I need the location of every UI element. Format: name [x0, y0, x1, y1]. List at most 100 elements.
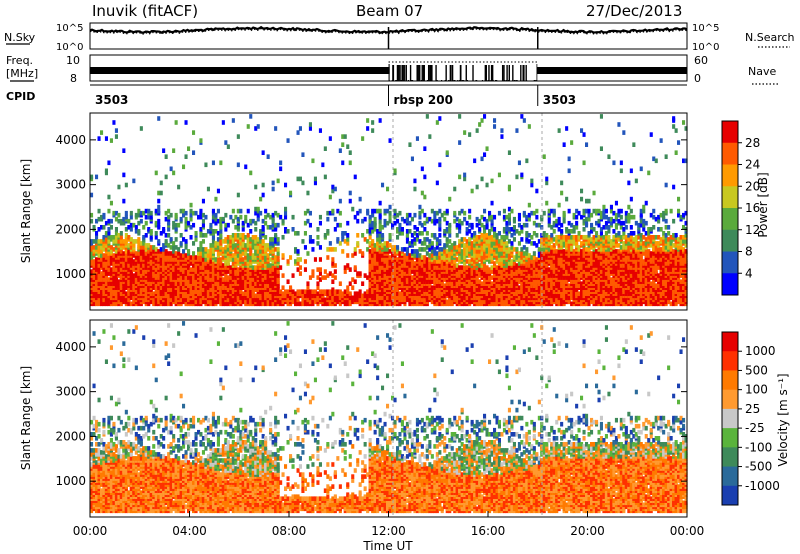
power-cell [493, 124, 497, 129]
power-cell [515, 229, 519, 234]
power-cell [271, 222, 275, 228]
power-cell [460, 220, 464, 226]
power-cell [502, 235, 506, 240]
power-cell [393, 277, 397, 282]
power-cell [425, 245, 429, 250]
power-cell [211, 218, 215, 224]
power-cell [483, 229, 487, 234]
power-cell [527, 239, 531, 244]
power-cell [296, 249, 300, 254]
power-cell [286, 229, 290, 234]
power-cell [490, 227, 494, 232]
power-cell [440, 247, 444, 252]
power-cell [95, 174, 99, 180]
freq-unit: [MHz] [6, 67, 38, 80]
power-cell [403, 253, 407, 258]
power-cell [224, 222, 228, 228]
power-cell [318, 271, 322, 276]
power-cell [485, 239, 489, 244]
power-cell [279, 289, 283, 294]
power-cell [460, 249, 464, 254]
power-cell [167, 220, 171, 226]
power-cell [500, 301, 504, 307]
power-cell [336, 208, 340, 214]
power-cell [216, 251, 220, 256]
power-cell [517, 241, 521, 246]
power-cell [112, 253, 116, 258]
power-cell [527, 257, 531, 262]
power-cell [226, 144, 230, 149]
power-cell [418, 220, 422, 226]
power-cell [520, 172, 524, 178]
power-cell [423, 279, 427, 284]
power-cell [530, 259, 534, 264]
power-cell [209, 259, 213, 264]
power-cell [114, 216, 118, 222]
power-cell [515, 253, 519, 258]
power-cell [393, 263, 397, 268]
power-cell [378, 237, 382, 242]
power-cell [216, 241, 220, 246]
power-cell [266, 154, 270, 159]
power-cell [517, 285, 521, 290]
power-cell [172, 249, 176, 254]
power-cell [522, 222, 526, 228]
power-cell [415, 301, 419, 307]
power-cell [373, 216, 377, 222]
power-cell [104, 247, 108, 252]
power-cell [493, 214, 497, 220]
power-cell [507, 206, 511, 212]
power-cell [95, 275, 99, 280]
power-cell [271, 237, 275, 242]
power-cell [147, 243, 151, 248]
power-cell [505, 214, 509, 220]
power-cell [415, 233, 419, 238]
power-cell [249, 271, 253, 276]
power-cell [152, 291, 156, 296]
power-cell [97, 239, 101, 244]
power-cell [226, 261, 230, 266]
power-cell [231, 253, 235, 258]
power-cell [383, 208, 387, 214]
power-cell [211, 293, 215, 299]
power-cell [261, 150, 265, 155]
power-cell [430, 245, 434, 250]
power-cell [127, 218, 131, 224]
power-cell [159, 247, 163, 252]
power-cell [530, 271, 534, 276]
power-cell [157, 218, 161, 224]
power-cell [187, 249, 191, 254]
power-cell [303, 210, 307, 216]
power-cell [458, 222, 462, 228]
power-cell [517, 212, 521, 218]
power-cell [333, 186, 337, 192]
power-cell [346, 237, 350, 242]
power-cell [259, 299, 263, 305]
power-cell [127, 287, 131, 292]
power-cell [500, 247, 504, 252]
power-cell [348, 291, 352, 296]
power-cell [129, 237, 133, 242]
power-cell [323, 233, 327, 238]
power-cell [468, 222, 472, 228]
power-cell [321, 289, 325, 294]
power-cell [142, 275, 146, 280]
power-cell [381, 273, 385, 278]
power-cell [366, 229, 370, 234]
power-cell [480, 245, 484, 250]
power-cell [226, 257, 230, 262]
power-cell [162, 247, 166, 252]
power-cell [239, 253, 243, 258]
power-cell [478, 267, 482, 272]
power-cell [465, 227, 469, 232]
power-cell [530, 210, 534, 216]
power-cell [229, 257, 233, 262]
power-cell [378, 257, 382, 262]
power-cell [338, 148, 342, 153]
power-cell [353, 291, 357, 296]
power-cell [266, 301, 270, 307]
power-cell [463, 255, 467, 260]
power-cell [184, 120, 188, 125]
power-cell [368, 259, 372, 264]
power-cell [338, 222, 342, 228]
